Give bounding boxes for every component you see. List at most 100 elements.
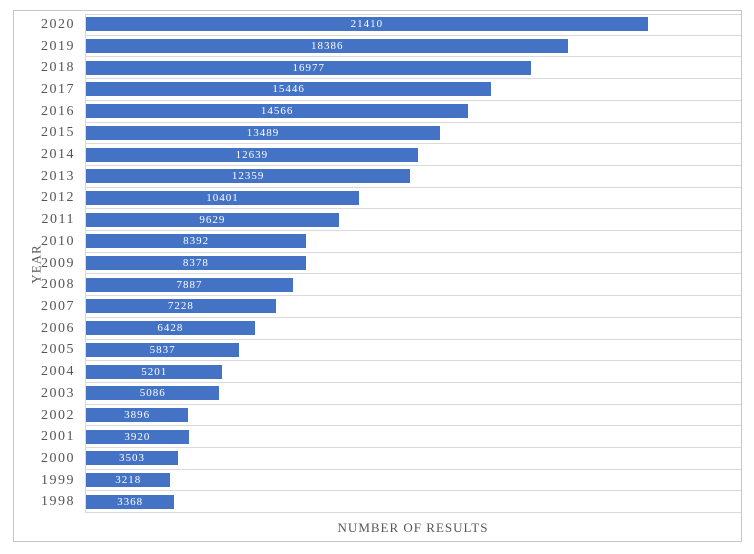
y-tick-label: 2002 — [41, 407, 75, 423]
bar-track: 8392 — [85, 231, 741, 253]
bar-track: 8378 — [85, 253, 741, 275]
chart-row: 2000 3503 — [14, 448, 741, 470]
bar: 15446 — [86, 82, 492, 97]
bar: 5201 — [86, 364, 223, 379]
bar: 7887 — [86, 277, 293, 292]
bar: 7228 — [86, 299, 276, 314]
y-tick-label: 2010 — [41, 233, 75, 249]
chart-row: 2016 14566 — [14, 101, 741, 123]
chart-row: 2017 15446 — [14, 79, 741, 101]
bar-value-label: 3503 — [118, 452, 145, 465]
bar-track: 9629 — [85, 209, 741, 232]
bar: 3896 — [86, 408, 189, 422]
bar: 14566 — [86, 104, 469, 119]
bar: 8378 — [86, 256, 306, 271]
bar-track: 3368 — [85, 491, 741, 514]
bar: 10401 — [86, 190, 359, 205]
gridline-top — [85, 14, 741, 15]
chart-row: 2010 8392 — [14, 231, 741, 253]
bar-track: 3920 — [85, 426, 741, 449]
chart-row: 2013 12359 — [14, 166, 741, 188]
chart-row: 2011 9629 — [14, 209, 741, 232]
chart-row: 2006 6428 — [14, 318, 741, 340]
y-tick-label: 2001 — [41, 429, 75, 445]
chart-row: 2004 5201 — [14, 361, 741, 383]
chart-row: 2018 16977 — [14, 57, 741, 80]
bar: 12359 — [86, 169, 411, 184]
y-tick-label: 2012 — [41, 190, 75, 206]
chart-row: 2009 8378 — [14, 253, 741, 275]
chart-row: 2001 3920 — [14, 426, 741, 449]
bar: 5837 — [86, 342, 240, 357]
chart-row: 2020 21410 — [14, 14, 741, 36]
x-axis-title: NUMBER OF RESULTS — [337, 520, 489, 535]
y-tick-label: 2018 — [41, 60, 75, 76]
bar-value-label: 5837 — [149, 343, 176, 356]
y-tick-label: 2007 — [41, 298, 75, 314]
chart-row: 2002 3896 — [14, 405, 741, 427]
bar-track: 5201 — [85, 361, 741, 383]
bar-value-label: 5086 — [139, 387, 166, 400]
y-tick-label: 2017 — [41, 81, 75, 97]
y-tick-label: 2004 — [41, 364, 75, 380]
bar-value-label: 7228 — [167, 300, 194, 313]
bar-track: 16977 — [85, 57, 741, 80]
bar: 3368 — [86, 494, 175, 509]
bar: 3218 — [86, 473, 171, 488]
bar-track: 3896 — [85, 405, 741, 427]
y-tick-label: 2016 — [41, 103, 75, 119]
bar-value-label: 18386 — [310, 40, 344, 53]
bar-value-label: 14566 — [260, 105, 294, 118]
chart-row: 2007 7228 — [14, 296, 741, 318]
bar-value-label: 16977 — [292, 61, 325, 74]
y-tick-label: 2006 — [41, 320, 75, 336]
bar: 13489 — [86, 125, 440, 140]
chart-row: 2015 13489 — [14, 123, 741, 145]
bar-track: 7887 — [85, 274, 741, 297]
bar-value-label: 8378 — [182, 257, 209, 270]
bar: 16977 — [86, 60, 532, 75]
y-tick-label: 2019 — [41, 38, 75, 54]
bar-track: 10401 — [85, 188, 741, 210]
y-axis-line — [85, 14, 86, 513]
y-tick-label: 2015 — [41, 125, 75, 141]
bar-track: 13489 — [85, 123, 741, 145]
bar: 3920 — [86, 429, 189, 444]
chart-row: 2005 5837 — [14, 340, 741, 362]
bar: 5086 — [86, 386, 220, 401]
bar: 18386 — [86, 39, 569, 54]
bar-track: 5086 — [85, 383, 741, 405]
y-tick-label: 1999 — [41, 472, 75, 488]
bar-track: 12359 — [85, 166, 741, 188]
chart-row: 2019 18386 — [14, 36, 741, 58]
chart-figure: YEAR 2020 21410 2019 18386 2018 16977 20… — [13, 10, 742, 542]
bar-track: 5837 — [85, 340, 741, 362]
bar-track: 3218 — [85, 470, 741, 492]
bar-track: 18386 — [85, 36, 741, 58]
chart-row: 2008 7887 — [14, 274, 741, 297]
y-tick-label: 2020 — [41, 16, 75, 32]
bar-value-label: 21410 — [350, 18, 384, 31]
bar-value-label: 5201 — [141, 365, 168, 378]
bar-value-label: 9629 — [199, 213, 226, 226]
bar-value-label: 3218 — [115, 474, 142, 487]
bar-value-label: 8392 — [183, 235, 210, 248]
bar-value-label: 6428 — [157, 322, 184, 335]
bar-value-label: 3368 — [117, 495, 144, 508]
bar: 21410 — [86, 17, 648, 32]
bar: 8392 — [86, 234, 307, 249]
x-axis-title-box: NUMBER OF RESULTS — [85, 516, 741, 540]
bar: 9629 — [86, 212, 339, 227]
bar-value-label: 12359 — [231, 170, 265, 183]
y-tick-label: 2014 — [41, 147, 75, 163]
y-tick-label: 2000 — [41, 450, 75, 466]
bar-value-label: 12639 — [235, 148, 269, 161]
chart-row: 2012 10401 — [14, 188, 741, 210]
bar-track: 21410 — [85, 14, 741, 36]
chart-row: 1999 3218 — [14, 470, 741, 492]
bar-value-label: 7887 — [176, 278, 203, 291]
bar-value-label: 3920 — [124, 430, 151, 443]
y-tick-label: 2009 — [41, 255, 75, 271]
bar-value-label: 15446 — [272, 83, 305, 96]
bar-track: 12639 — [85, 144, 741, 166]
